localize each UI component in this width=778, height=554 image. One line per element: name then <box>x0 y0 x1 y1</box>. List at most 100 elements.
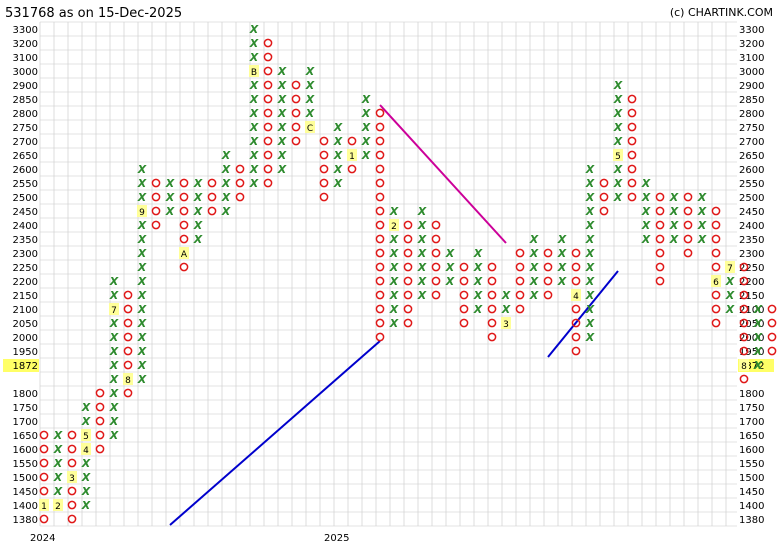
x-mark: X <box>109 359 119 372</box>
y-tick-label: 1400 <box>13 501 38 512</box>
x-mark: X <box>53 485 63 498</box>
y-tick-label: 3100 <box>739 53 764 64</box>
chart-grid <box>39 21 737 527</box>
month-label: B <box>251 68 257 78</box>
x-mark: X <box>249 79 259 92</box>
x-mark: X <box>445 247 455 260</box>
x-mark: X <box>753 359 763 372</box>
o-mark <box>263 122 273 132</box>
x-mark: X <box>109 317 119 330</box>
o-mark <box>123 304 133 314</box>
y-tick-label: 1450 <box>739 487 764 498</box>
y-tick-label: 2200 <box>13 277 38 288</box>
o-mark <box>431 234 441 244</box>
month-label: 5 <box>83 432 89 442</box>
x-mark: X <box>81 471 91 484</box>
x-mark: X <box>613 191 623 204</box>
y-tick-label: 2400 <box>739 221 764 232</box>
o-mark <box>711 234 721 244</box>
x-mark: X <box>221 149 231 162</box>
o-mark <box>263 150 273 160</box>
x-mark: X <box>137 289 147 302</box>
o-mark <box>123 388 133 398</box>
x-mark: X <box>389 303 399 316</box>
x-mark: X <box>81 485 91 498</box>
o-mark <box>571 276 581 286</box>
o-mark <box>123 360 133 370</box>
o-mark <box>627 94 637 104</box>
trendlines <box>169 104 619 526</box>
o-mark <box>263 94 273 104</box>
month-label-bg <box>39 499 49 511</box>
o-mark <box>375 248 385 258</box>
o-mark <box>767 304 777 314</box>
x-axis-year-label: 2024 <box>30 533 55 544</box>
o-mark <box>39 514 49 524</box>
month-label-bg <box>179 247 189 259</box>
o-mark <box>655 220 665 230</box>
month-label: 4 <box>573 292 579 302</box>
x-mark: X <box>193 177 203 190</box>
o-mark <box>515 248 525 258</box>
o-mark <box>39 444 49 454</box>
o-mark <box>627 136 637 146</box>
y-tick-label: 2150 <box>739 291 764 302</box>
o-mark <box>739 374 749 384</box>
x-mark: X <box>417 289 427 302</box>
x-mark: X <box>417 205 427 218</box>
x-mark: X <box>249 121 259 134</box>
x-mark: X <box>529 233 539 246</box>
x-mark: X <box>137 373 147 386</box>
x-mark: X <box>137 275 147 288</box>
x-mark: X <box>473 261 483 274</box>
o-mark <box>515 262 525 272</box>
o-mark <box>403 318 413 328</box>
x-mark: X <box>585 303 595 316</box>
o-mark <box>739 332 749 342</box>
y-tick-label: 2650 <box>13 151 38 162</box>
y-tick-label: 3000 <box>739 67 764 78</box>
x-mark: X <box>697 191 707 204</box>
o-mark <box>207 178 217 188</box>
month-label: 3 <box>503 320 509 330</box>
x-mark: X <box>249 163 259 176</box>
x-mark: X <box>445 275 455 288</box>
x-mark: X <box>557 261 567 274</box>
o-mark <box>39 430 49 440</box>
x-mark: X <box>669 205 679 218</box>
x-mark: X <box>501 303 511 316</box>
o-mark <box>67 500 77 510</box>
o-mark <box>739 276 749 286</box>
x-mark: X <box>585 191 595 204</box>
o-mark <box>683 220 693 230</box>
x-mark: X <box>249 177 259 190</box>
x-mark: X <box>417 247 427 260</box>
y-tick-label: 1800 <box>13 389 38 400</box>
x-mark: X <box>277 121 287 134</box>
o-mark <box>319 164 329 174</box>
x-mark: X <box>697 233 707 246</box>
x-mark: X <box>585 275 595 288</box>
x-mark: X <box>361 107 371 120</box>
o-mark <box>627 178 637 188</box>
o-mark <box>263 178 273 188</box>
x-mark: X <box>249 51 259 64</box>
x-mark: X <box>557 233 567 246</box>
o-mark <box>123 332 133 342</box>
x-mark: X <box>109 373 119 386</box>
o-mark <box>39 486 49 496</box>
month-label: A <box>181 250 188 260</box>
x-mark: X <box>585 331 595 344</box>
o-mark <box>403 234 413 244</box>
y-tick-label: 2750 <box>13 123 38 134</box>
month-label-bg <box>711 275 721 287</box>
trendline <box>169 340 381 526</box>
o-mark <box>319 178 329 188</box>
x-mark: X <box>165 205 175 218</box>
y-tick-label: 2250 <box>739 263 764 274</box>
x-mark: X <box>669 219 679 232</box>
x-mark: X <box>417 233 427 246</box>
month-label-bg <box>571 289 581 301</box>
y-tick-label: 2100 <box>13 305 38 316</box>
o-mark <box>319 150 329 160</box>
